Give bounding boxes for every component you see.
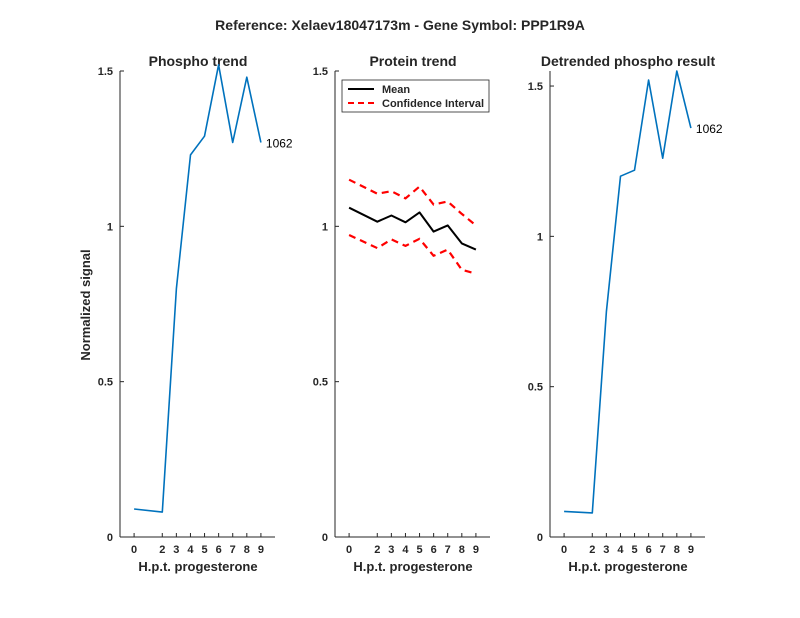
x-tick-label: 7 bbox=[230, 544, 236, 556]
series-line-protein-1 bbox=[348, 178, 477, 227]
y-axis-label-phospho: Normalized signal bbox=[78, 249, 93, 360]
x-tick-label: 0 bbox=[131, 544, 137, 556]
x-tick-label: 3 bbox=[603, 544, 609, 556]
x-tick-label: 3 bbox=[388, 544, 394, 556]
y-tick-label: 1 bbox=[322, 221, 328, 233]
x-tick-label: 4 bbox=[402, 544, 409, 556]
y-tick-label: 1.5 bbox=[528, 81, 543, 93]
series-line-protein-0 bbox=[348, 206, 477, 251]
series-line-protein-2 bbox=[348, 234, 477, 275]
x-tick-label: 5 bbox=[201, 544, 207, 556]
y-tick-label: 0 bbox=[322, 532, 328, 544]
y-tick-label: 1.5 bbox=[98, 66, 113, 78]
annotation-label: 1062 bbox=[266, 136, 293, 150]
panel-title-detrended: Detrended phospho result bbox=[541, 53, 716, 69]
panel-title-phospho: Phospho trend bbox=[149, 53, 248, 69]
x-tick-label: 2 bbox=[159, 544, 165, 556]
legend-box bbox=[341, 79, 490, 113]
x-tick-label: 4 bbox=[617, 544, 624, 556]
x-tick-label: 7 bbox=[445, 544, 451, 556]
x-tick-label: 5 bbox=[631, 544, 637, 556]
x-tick-label: 3 bbox=[173, 544, 179, 556]
panel-detrended-phospho: Detrended phospho result H.p.t. progeste… bbox=[528, 53, 723, 574]
x-tick-label: 4 bbox=[187, 544, 194, 556]
y-tick-label: 0.5 bbox=[528, 382, 543, 394]
x-tick-label: 6 bbox=[431, 544, 437, 556]
y-tick-label: 0 bbox=[537, 532, 543, 544]
x-tick-label: 5 bbox=[416, 544, 422, 556]
x-axis-label-protein: H.p.t. progesterone bbox=[353, 559, 472, 574]
figure-title: Reference: Xelaev18047173m - Gene Symbol… bbox=[215, 17, 585, 33]
x-tick-label: 9 bbox=[688, 544, 694, 556]
y-tick-label: 0.5 bbox=[313, 377, 328, 389]
x-tick-label: 8 bbox=[244, 544, 250, 556]
annotation-label: 1062 bbox=[696, 122, 723, 136]
y-tick-label: 1.5 bbox=[313, 66, 328, 78]
panel-title-protein: Protein trend bbox=[369, 53, 456, 69]
x-tick-label: 0 bbox=[561, 544, 567, 556]
x-tick-label: 0 bbox=[346, 544, 352, 556]
x-tick-label: 6 bbox=[216, 544, 222, 556]
x-tick-label: 8 bbox=[459, 544, 465, 556]
x-tick-label: 6 bbox=[646, 544, 652, 556]
series-line-phospho-0 bbox=[134, 64, 262, 513]
panel-phospho-trend: Phospho trend H.p.t. progesterone Normal… bbox=[78, 53, 293, 574]
y-tick-label: 0 bbox=[107, 532, 113, 544]
x-axis-label-detrended: H.p.t. progesterone bbox=[568, 559, 687, 574]
y-tick-label: 0.5 bbox=[98, 377, 113, 389]
x-tick-label: 8 bbox=[674, 544, 680, 556]
x-tick-label: 9 bbox=[258, 544, 264, 556]
legend-ci-label: Confidence Interval bbox=[382, 98, 484, 110]
x-tick-label: 2 bbox=[589, 544, 595, 556]
series-line-detrended-0 bbox=[564, 70, 692, 514]
legend-protein: Mean Confidence Interval bbox=[341, 79, 490, 113]
x-axis-label-phospho: H.p.t. progesterone bbox=[138, 559, 257, 574]
y-tick-label: 1 bbox=[537, 231, 543, 243]
legend-mean-label: Mean bbox=[382, 84, 410, 96]
panel-protein-trend: Protein trend H.p.t. progesterone Mean C… bbox=[313, 53, 490, 574]
y-tick-label: 1 bbox=[107, 221, 113, 233]
x-tick-label: 7 bbox=[660, 544, 666, 556]
x-tick-label: 2 bbox=[374, 544, 380, 556]
x-tick-label: 9 bbox=[473, 544, 479, 556]
